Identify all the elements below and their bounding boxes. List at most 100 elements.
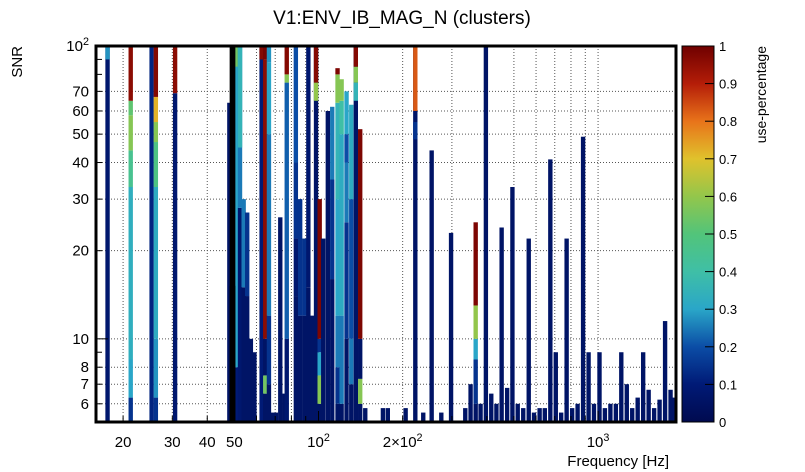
heatmap-bin (263, 393, 268, 422)
y-tick-label: 102 (66, 36, 89, 55)
heatmap-bin (313, 46, 319, 83)
heatmap-bin (306, 287, 311, 422)
heatmap-bin (153, 96, 159, 123)
heatmap-bin (344, 162, 349, 223)
heatmap-bin (317, 352, 322, 376)
heatmap-bin (613, 403, 619, 422)
heatmap-bin (128, 46, 133, 101)
y-tick-label: 70 (72, 83, 89, 100)
heatmap-bin (245, 296, 250, 422)
heatmap-bin (531, 412, 537, 422)
heatmap-bin (128, 359, 133, 398)
heatmap-bin (380, 408, 386, 422)
heatmap-bin (153, 397, 159, 422)
heatmap-bin (349, 338, 354, 385)
heatmap-bin (537, 408, 542, 422)
heatmap-bin (624, 384, 629, 422)
y-tick-label: 10 (72, 331, 89, 348)
heatmap-bin (591, 403, 597, 422)
heatmap-bin (473, 338, 478, 360)
heatmap-bin (619, 352, 624, 422)
heatmap-bin (510, 186, 515, 422)
heatmap-bin (335, 367, 340, 404)
heatmap-bin (662, 321, 668, 422)
heatmap-bin (259, 46, 264, 422)
heatmap-bin (245, 212, 250, 297)
heatmap-bin (317, 338, 322, 353)
x-tick-label: 20 (115, 434, 132, 451)
heatmap-bin (494, 403, 499, 422)
heatmap-bin (602, 408, 608, 422)
heatmap-bin (317, 375, 322, 404)
heatmap-bin (266, 62, 272, 135)
heatmap-bin (344, 338, 349, 422)
heatmap-bin (313, 46, 319, 422)
heatmap-bin (266, 46, 272, 63)
heatmap-bin (608, 403, 613, 422)
heatmap-bin (234, 367, 239, 422)
heatmap-bin (468, 384, 473, 422)
heatmap-bin (335, 199, 340, 316)
colorbar-tick-label: 0.9 (719, 77, 737, 92)
heatmap-bin (263, 338, 268, 376)
y-tick-label: 6 (81, 396, 89, 413)
heatmap-bin (640, 352, 646, 422)
y-axis-ticks: 6 78 10 20 30 40 50 60 70 102 (66, 36, 108, 413)
heatmap-bin (335, 68, 340, 75)
y-tick-label: 20 (72, 243, 89, 260)
heatmap-bin (335, 74, 340, 103)
heatmap-bin (128, 397, 133, 422)
heatmap-bin (297, 315, 303, 422)
heatmap-bin (463, 408, 468, 422)
heatmap-bin (105, 46, 110, 60)
heatmap-bin (564, 238, 569, 422)
y-tick-label: 40 (72, 155, 89, 172)
heatmap-bin (651, 408, 657, 422)
x-tick-label: 2×102 (383, 432, 423, 451)
heatmap-bin (335, 403, 340, 422)
heatmap-bin (575, 403, 580, 422)
colorbar-label: use-percentage (753, 46, 769, 144)
heatmap-bin (542, 408, 547, 422)
heatmap-bin (297, 199, 303, 316)
heatmap-bin (403, 408, 408, 422)
heatmap-bin (646, 389, 651, 422)
colorbar-tick-label: 1 (719, 39, 726, 54)
plot-area (96, 46, 676, 422)
heatmap-bin (317, 199, 322, 339)
heatmap-bin (473, 305, 478, 339)
heatmap-bin (358, 403, 363, 422)
y-tick-label: 7 (81, 376, 89, 393)
heatmap-bin (339, 79, 344, 101)
heatmap-bin (344, 91, 349, 135)
heatmap-bin (128, 186, 133, 360)
y-tick-label: 30 (72, 191, 89, 208)
heatmap-bin (349, 199, 354, 339)
colorbar-tick-label: 0.7 (719, 152, 737, 167)
heatmap-bin (483, 46, 489, 422)
heatmap-bin (630, 408, 635, 422)
x-axis-ticks: 20 30 40 50 102 2×102 103 (115, 411, 609, 451)
heatmap-bin (172, 93, 178, 422)
heatmap-bin (293, 46, 299, 163)
heatmap-bin (259, 46, 264, 60)
heatmap-bin (526, 238, 531, 422)
heatmap-bin (358, 129, 363, 339)
heatmap-bin (586, 352, 591, 422)
heatmap-bin (448, 232, 454, 422)
heatmap-bin (358, 378, 363, 404)
colorbar-tick-label: 0.3 (719, 302, 737, 317)
heatmap-bin (263, 375, 268, 394)
heatmap-bin (353, 66, 359, 83)
heatmap-bin (349, 384, 354, 422)
heatmap-bin (273, 412, 279, 422)
heatmap-bin (413, 122, 418, 140)
heatmap-bin (153, 46, 159, 97)
x-tick-label: 30 (164, 434, 181, 451)
heatmap-bin (149, 46, 154, 422)
y-tick-label: 8 (81, 359, 89, 376)
heatmap-bin (515, 403, 520, 422)
heatmap-bin (153, 142, 159, 187)
heatmap-bin (339, 134, 344, 316)
